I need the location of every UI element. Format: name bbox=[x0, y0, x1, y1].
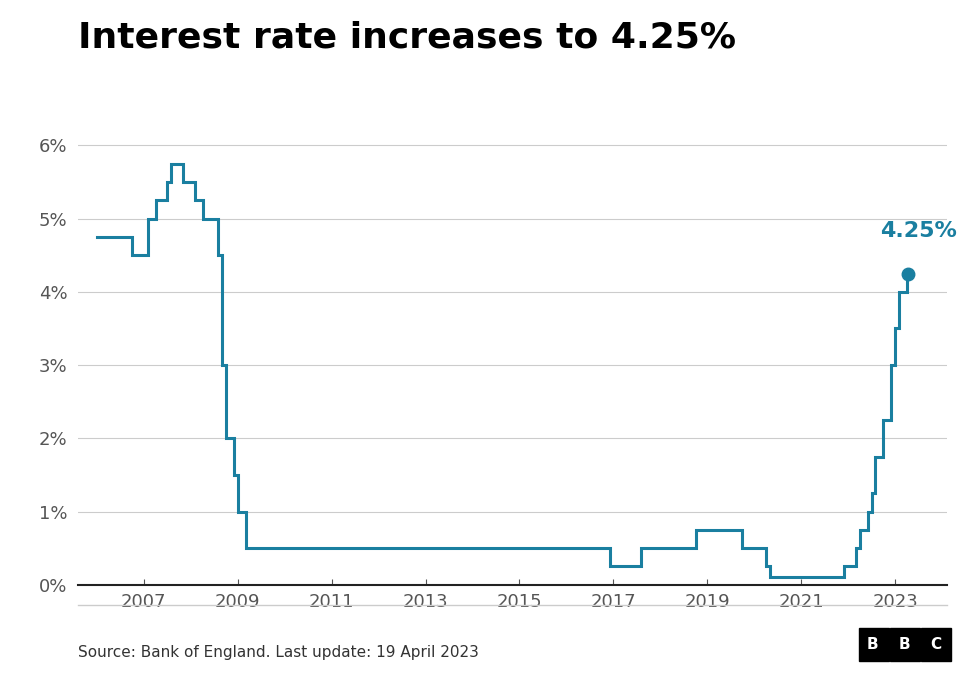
Text: B: B bbox=[867, 637, 878, 652]
Text: B: B bbox=[898, 637, 910, 652]
Text: C: C bbox=[930, 637, 941, 652]
Text: Interest rate increases to 4.25%: Interest rate increases to 4.25% bbox=[78, 20, 736, 54]
Text: 4.25%: 4.25% bbox=[880, 220, 956, 241]
Text: Source: Bank of England. Last update: 19 April 2023: Source: Bank of England. Last update: 19… bbox=[78, 645, 479, 660]
